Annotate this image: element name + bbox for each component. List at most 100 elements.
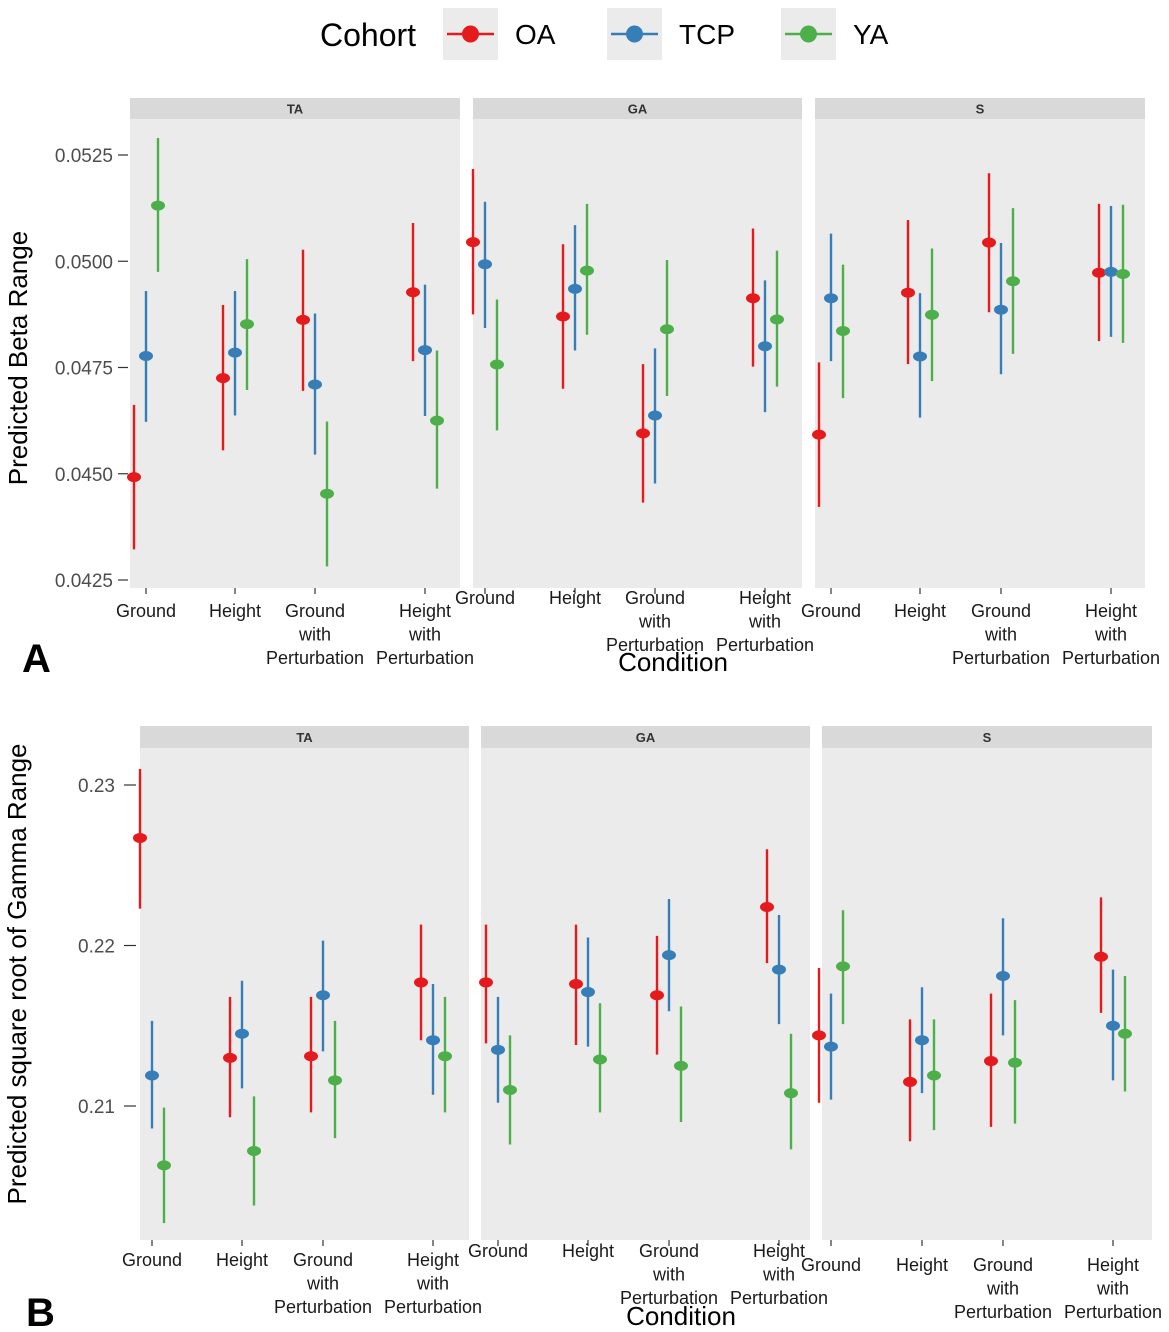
x-tick-label: Ground: [455, 588, 515, 608]
point-tcp: [758, 341, 772, 352]
point-oa: [812, 429, 826, 440]
facet-strip-label: TA: [287, 102, 304, 117]
point-oa: [636, 428, 650, 439]
point-tcp: [228, 347, 242, 358]
y-tick-label: 0.21: [78, 1097, 115, 1118]
y-axis-label: Predicted Beta Range: [3, 231, 33, 485]
point-oa: [569, 979, 583, 990]
point-ya: [247, 1145, 261, 1156]
point-ya: [1118, 1028, 1132, 1039]
point-oa: [903, 1076, 917, 1087]
point-tcp: [235, 1028, 249, 1039]
x-tick-label: with: [748, 612, 781, 632]
x-tick-label: Perturbation: [606, 635, 704, 655]
point-tcp: [662, 950, 676, 961]
x-tick-label: with: [1096, 1279, 1129, 1299]
point-ya: [438, 1051, 452, 1062]
point-oa: [984, 1056, 998, 1067]
facet-strip-label: TA: [296, 730, 313, 745]
point-ya: [770, 314, 784, 325]
facet-ga: GA Ground Height Ground with Perturbation Heig…: [455, 98, 814, 655]
facet-strip: [815, 98, 1145, 119]
point-oa: [406, 287, 420, 298]
point-tcp: [491, 1044, 505, 1055]
facet-strip-label: GA: [628, 102, 648, 117]
x-tick-label: Ground: [468, 1241, 528, 1261]
facet-ta: TA Ground Height Ground with Perturbation Heig…: [122, 726, 482, 1317]
point-tcp: [308, 379, 322, 390]
x-tick-label: Perturbation: [376, 648, 474, 668]
x-tick-label: Ground: [122, 1250, 182, 1270]
x-tick-label: Perturbation: [716, 635, 814, 655]
panel-letter: B: [26, 1291, 55, 1332]
point-tcp: [426, 1035, 440, 1046]
x-tick-label: Ground: [971, 601, 1031, 621]
point-ya: [1116, 269, 1130, 279]
x-tick-label: Height: [1085, 601, 1137, 621]
y-tick-label: 0.0500: [55, 252, 113, 273]
point-ya: [503, 1084, 517, 1095]
facet-ta: TA Ground Height Ground with Perturbation Heig…: [116, 98, 474, 668]
x-tick-label: Height: [1087, 1255, 1139, 1275]
point-oa: [901, 287, 915, 298]
point-tcp: [1104, 266, 1118, 277]
panel-letter: A: [22, 637, 51, 681]
x-tick-label: with: [762, 1265, 795, 1285]
point-tcp: [913, 351, 927, 362]
facet-strip: [473, 98, 802, 119]
point-tcp: [418, 345, 432, 356]
point-oa: [982, 237, 996, 248]
x-tick-label: Ground: [285, 601, 345, 621]
legend-label-oa: OA: [515, 19, 556, 50]
point-oa: [133, 832, 147, 843]
legend-key-dot-oa: [462, 25, 479, 43]
legend: Cohort OA TCP YA: [320, 8, 889, 60]
plot-panel: [822, 748, 1152, 1240]
plot-panel: [473, 119, 802, 588]
point-tcp: [139, 351, 153, 362]
x-tick-label: with: [652, 1265, 685, 1285]
x-tick-label: Height: [894, 601, 946, 621]
point-tcp: [1106, 1020, 1120, 1031]
x-tick-label: Perturbation: [620, 1288, 718, 1308]
point-ya: [836, 325, 850, 336]
facet-s: S Ground Height Ground with Perturbation Heigh…: [801, 726, 1162, 1322]
point-oa: [414, 977, 428, 988]
point-oa: [127, 472, 141, 483]
x-tick-label: Ground: [116, 601, 176, 621]
point-tcp: [772, 964, 786, 975]
x-tick-label: Perturbation: [1064, 1302, 1162, 1322]
point-oa: [760, 901, 774, 912]
x-tick-label: Height: [739, 588, 791, 608]
point-tcp: [996, 970, 1010, 981]
facet-strip-label: S: [983, 730, 992, 745]
point-ya: [593, 1054, 607, 1065]
point-oa: [216, 373, 230, 384]
point-oa: [479, 977, 493, 988]
point-oa: [812, 1030, 826, 1041]
point-ya: [927, 1070, 941, 1081]
legend-key-dot-ya: [800, 25, 817, 43]
x-tick-label: Perturbation: [266, 648, 364, 668]
point-ya: [1008, 1057, 1022, 1068]
x-tick-label: Height: [753, 1241, 805, 1261]
y-tick-label: 0.22: [78, 937, 115, 958]
x-tick-label: Ground: [801, 1255, 861, 1275]
facet-strip: [481, 726, 810, 748]
x-axis-label: Condition: [618, 647, 728, 677]
point-ya: [836, 961, 850, 972]
point-tcp: [581, 987, 595, 998]
facet-strip: [140, 726, 469, 748]
point-ya: [320, 488, 334, 499]
point-ya: [151, 200, 165, 211]
x-tick-label: with: [408, 625, 441, 645]
facet-ga: GA Ground Height Ground with Perturbation Heig…: [468, 726, 828, 1308]
x-tick-label: Perturbation: [1062, 648, 1160, 668]
point-oa: [1092, 267, 1106, 278]
point-ya: [925, 309, 939, 320]
legend-key-dot-tcp: [626, 25, 643, 43]
x-tick-label: Ground: [625, 588, 685, 608]
x-tick-label: Height: [896, 1255, 948, 1275]
point-tcp: [915, 1035, 929, 1046]
plot-panel: [140, 748, 469, 1240]
